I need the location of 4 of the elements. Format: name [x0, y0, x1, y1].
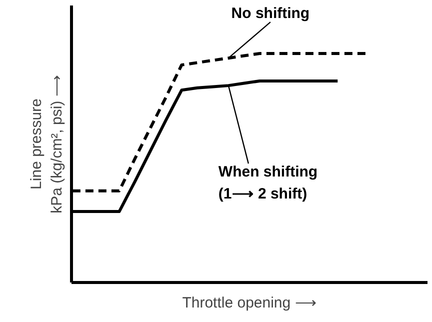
x-axis-title: Throttle opening ⟶	[182, 294, 317, 312]
y-axis-title: Line pressure kPa (kg/cm², psi) ⟶	[28, 74, 66, 214]
annotation: When shifting (1⟶ 2 shift)	[218, 164, 318, 203]
text: No shifting	[231, 5, 310, 22]
